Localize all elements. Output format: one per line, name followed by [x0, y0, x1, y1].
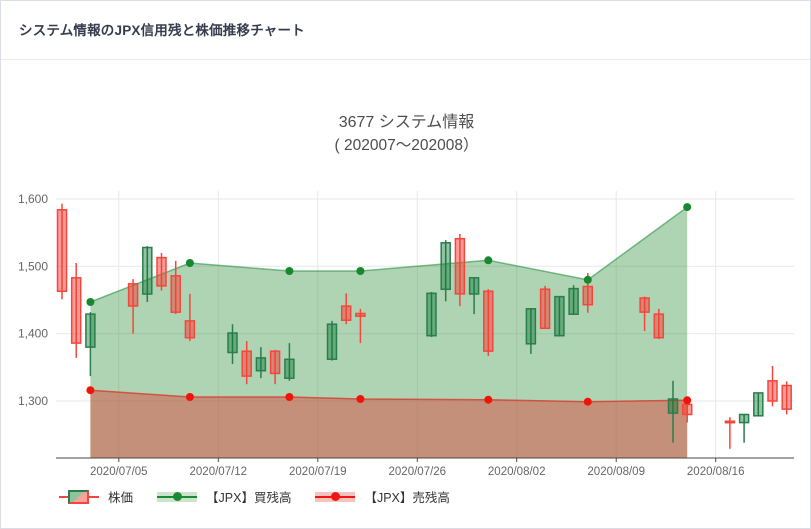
buy-balance-point[interactable]: [583, 275, 592, 284]
page-title: システム情報のJPX信用残と株価推移チャート: [19, 23, 305, 38]
buy-balance-icon: [157, 489, 198, 505]
buy-balance-point[interactable]: [86, 298, 95, 306]
legend-item-price[interactable]: 株価: [59, 487, 133, 506]
candle-body[interactable]: [340, 305, 352, 321]
candle-body[interactable]: [468, 277, 480, 295]
sell-balance-point[interactable]: [86, 386, 95, 395]
candle-body[interactable]: [653, 313, 665, 339]
candle-body[interactable]: [539, 288, 551, 330]
candle-body[interactable]: [767, 380, 778, 402]
y-axis-label: 1,600: [18, 192, 48, 206]
x-axis-label: 2020/07/26: [389, 466, 447, 478]
x-axis-label: 2020/07/19: [289, 466, 347, 478]
candle-body[interactable]: [269, 350, 281, 375]
candle-body[interactable]: [326, 323, 338, 360]
chart-title: 3677 システム情報: [338, 114, 475, 131]
sell-balance-area: [90, 390, 688, 458]
candle-body[interactable]: [85, 313, 96, 348]
candle-body[interactable]: [568, 287, 579, 315]
candle-body[interactable]: [681, 403, 693, 416]
legend-label-price: 株価: [108, 491, 134, 505]
x-axis-label: 2020/07/12: [190, 466, 248, 478]
candlestick-icon: [59, 489, 99, 505]
candle-body[interactable]: [355, 312, 366, 317]
buy-balance-area: [90, 207, 688, 458]
candle-body[interactable]: [639, 297, 650, 313]
chart-title-block: 3677 システム情報 ( 202007〜202008）: [1, 113, 811, 156]
candle-body[interactable]: [554, 295, 565, 337]
sell-balance-point[interactable]: [484, 395, 493, 404]
candle-body[interactable]: [56, 209, 68, 293]
candle-body[interactable]: [70, 277, 82, 344]
candle-body[interactable]: [241, 350, 252, 377]
buy-balance-point[interactable]: [484, 256, 493, 265]
chart-subtitle: ( 202007〜202008）: [334, 137, 479, 154]
price-chart-canvas[interactable]: 1,600 1,500 1,400 1,300 2020/07/05 2020/07/12…: [1, 171, 811, 481]
buy-balance-point[interactable]: [285, 267, 294, 275]
card-header: システム情報のJPX信用残と株価推移チャート: [1, 1, 810, 60]
candle-body[interactable]: [156, 256, 167, 287]
x-axis-label: 2020/07/05: [90, 466, 148, 478]
candle-body[interactable]: [525, 308, 537, 345]
y-axis-label: 1,300: [18, 394, 48, 408]
buy-balance-point[interactable]: [185, 259, 194, 267]
candle-body[interactable]: [255, 357, 267, 372]
candle-body[interactable]: [454, 237, 466, 295]
candle-body[interactable]: [284, 358, 295, 379]
sell-balance-point[interactable]: [583, 397, 592, 406]
candle-body[interactable]: [582, 285, 594, 306]
legend-item-sell-balance[interactable]: 【JPX】売残高: [315, 487, 450, 506]
candle-body[interactable]: [781, 384, 792, 410]
y-axis-label: 1,400: [18, 327, 48, 341]
sell-balance-point[interactable]: [356, 395, 365, 403]
chart-legend: 株価 【JPX】買残高 【JPX】売残高: [59, 487, 450, 506]
candle-body[interactable]: [127, 283, 139, 307]
y-axis-label: 1,500: [18, 259, 48, 273]
buy-balance-point[interactable]: [683, 203, 692, 212]
legend-label-buy-balance: 【JPX】買残高: [206, 491, 292, 505]
sell-balance-point[interactable]: [185, 393, 194, 401]
x-axis-label: 2020/08/02: [488, 466, 546, 478]
sell-balance-point[interactable]: [683, 396, 692, 405]
candle-body[interactable]: [667, 398, 679, 414]
candle-body[interactable]: [426, 292, 437, 337]
candle-body[interactable]: [227, 332, 238, 354]
x-axis-label: 2020/08/16: [687, 466, 745, 478]
candle-body[interactable]: [440, 242, 451, 291]
legend-label-sell-balance: 【JPX】売残高: [364, 491, 450, 505]
candle-body[interactable]: [142, 246, 153, 295]
candle-body[interactable]: [738, 413, 750, 424]
legend-item-buy-balance[interactable]: 【JPX】買残高: [157, 487, 291, 506]
candle-body[interactable]: [724, 420, 736, 424]
sell-balance-point[interactable]: [285, 393, 294, 401]
candle-body[interactable]: [170, 275, 181, 313]
candle-body[interactable]: [184, 320, 196, 339]
sell-balance-icon: [315, 489, 356, 505]
x-axis-label: 2020/08/09: [587, 466, 645, 478]
candle-body[interactable]: [483, 290, 494, 352]
buy-balance-point[interactable]: [356, 267, 365, 275]
candle-body[interactable]: [753, 392, 764, 417]
